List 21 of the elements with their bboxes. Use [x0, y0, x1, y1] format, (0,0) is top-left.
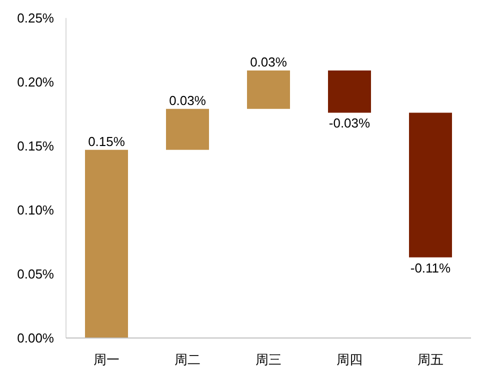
y-tick-label: 0.00% [17, 330, 54, 346]
x-tick-label: 周一 [94, 352, 120, 367]
y-tick-label: 0.15% [17, 138, 54, 154]
bar [247, 70, 290, 109]
y-tick-label: 0.10% [17, 202, 54, 218]
data-label: -0.03% [328, 116, 371, 131]
y-tick-label: 0.20% [17, 74, 54, 90]
x-tick-label: 周二 [174, 352, 200, 367]
y-tick-label: 0.05% [17, 266, 54, 282]
bar [409, 112, 452, 258]
x-tick-label: 周四 [336, 352, 362, 367]
x-tick-label: 周五 [418, 352, 444, 367]
x-tick-label: 周三 [256, 352, 282, 367]
y-tick-label: 0.25% [17, 10, 54, 26]
bar [328, 70, 371, 113]
data-label: 0.15% [88, 134, 126, 149]
data-label: 0.03% [169, 92, 206, 108]
data-label: 0.03% [250, 54, 288, 70]
data-label: -0.11% [410, 260, 452, 276]
bar [85, 150, 128, 338]
bar [166, 108, 209, 150]
